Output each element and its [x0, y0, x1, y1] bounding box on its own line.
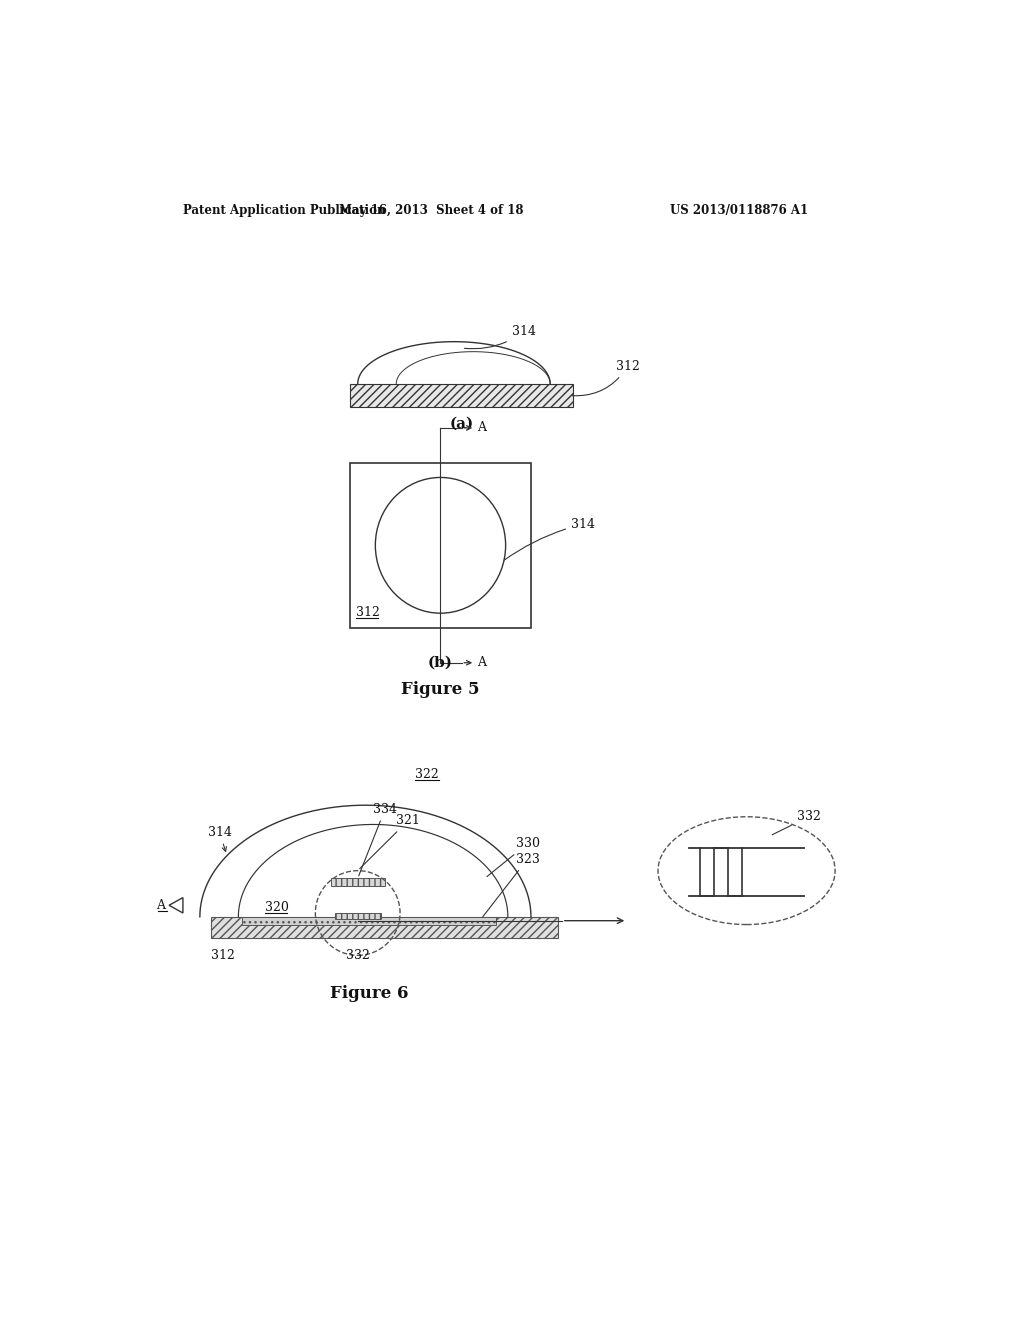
Bar	[335, 913, 381, 919]
Text: (b): (b)	[428, 656, 453, 669]
Bar	[331, 878, 385, 886]
Text: 312: 312	[572, 360, 640, 396]
Text: 314: 314	[465, 325, 536, 348]
Text: 321: 321	[359, 814, 420, 869]
Text: 312: 312	[211, 949, 236, 962]
Text: Figure 5: Figure 5	[401, 681, 479, 698]
Text: May 16, 2013  Sheet 4 of 18: May 16, 2013 Sheet 4 of 18	[339, 205, 523, 218]
Bar	[211, 917, 558, 939]
Text: A: A	[477, 421, 486, 434]
Text: US 2013/0118876 A1: US 2013/0118876 A1	[670, 205, 808, 218]
Ellipse shape	[658, 817, 836, 924]
Text: 320: 320	[265, 902, 289, 915]
Text: 312: 312	[356, 606, 380, 619]
Text: A: A	[157, 899, 165, 912]
Text: Figure 6: Figure 6	[330, 985, 409, 1002]
Text: 314: 314	[504, 517, 595, 560]
Text: 322: 322	[415, 768, 439, 781]
Text: (a): (a)	[450, 417, 474, 432]
Text: 332: 332	[772, 810, 820, 834]
Text: A: A	[477, 656, 486, 669]
Bar	[350, 462, 531, 628]
Text: 323: 323	[482, 853, 540, 917]
Text: 334: 334	[358, 803, 397, 875]
Text: 314: 314	[208, 825, 231, 851]
Text: Patent Application Publication: Patent Application Publication	[183, 205, 385, 218]
Bar	[350, 384, 573, 407]
Text: 330: 330	[487, 837, 540, 876]
Bar	[243, 917, 497, 924]
Text: 332: 332	[346, 949, 370, 962]
